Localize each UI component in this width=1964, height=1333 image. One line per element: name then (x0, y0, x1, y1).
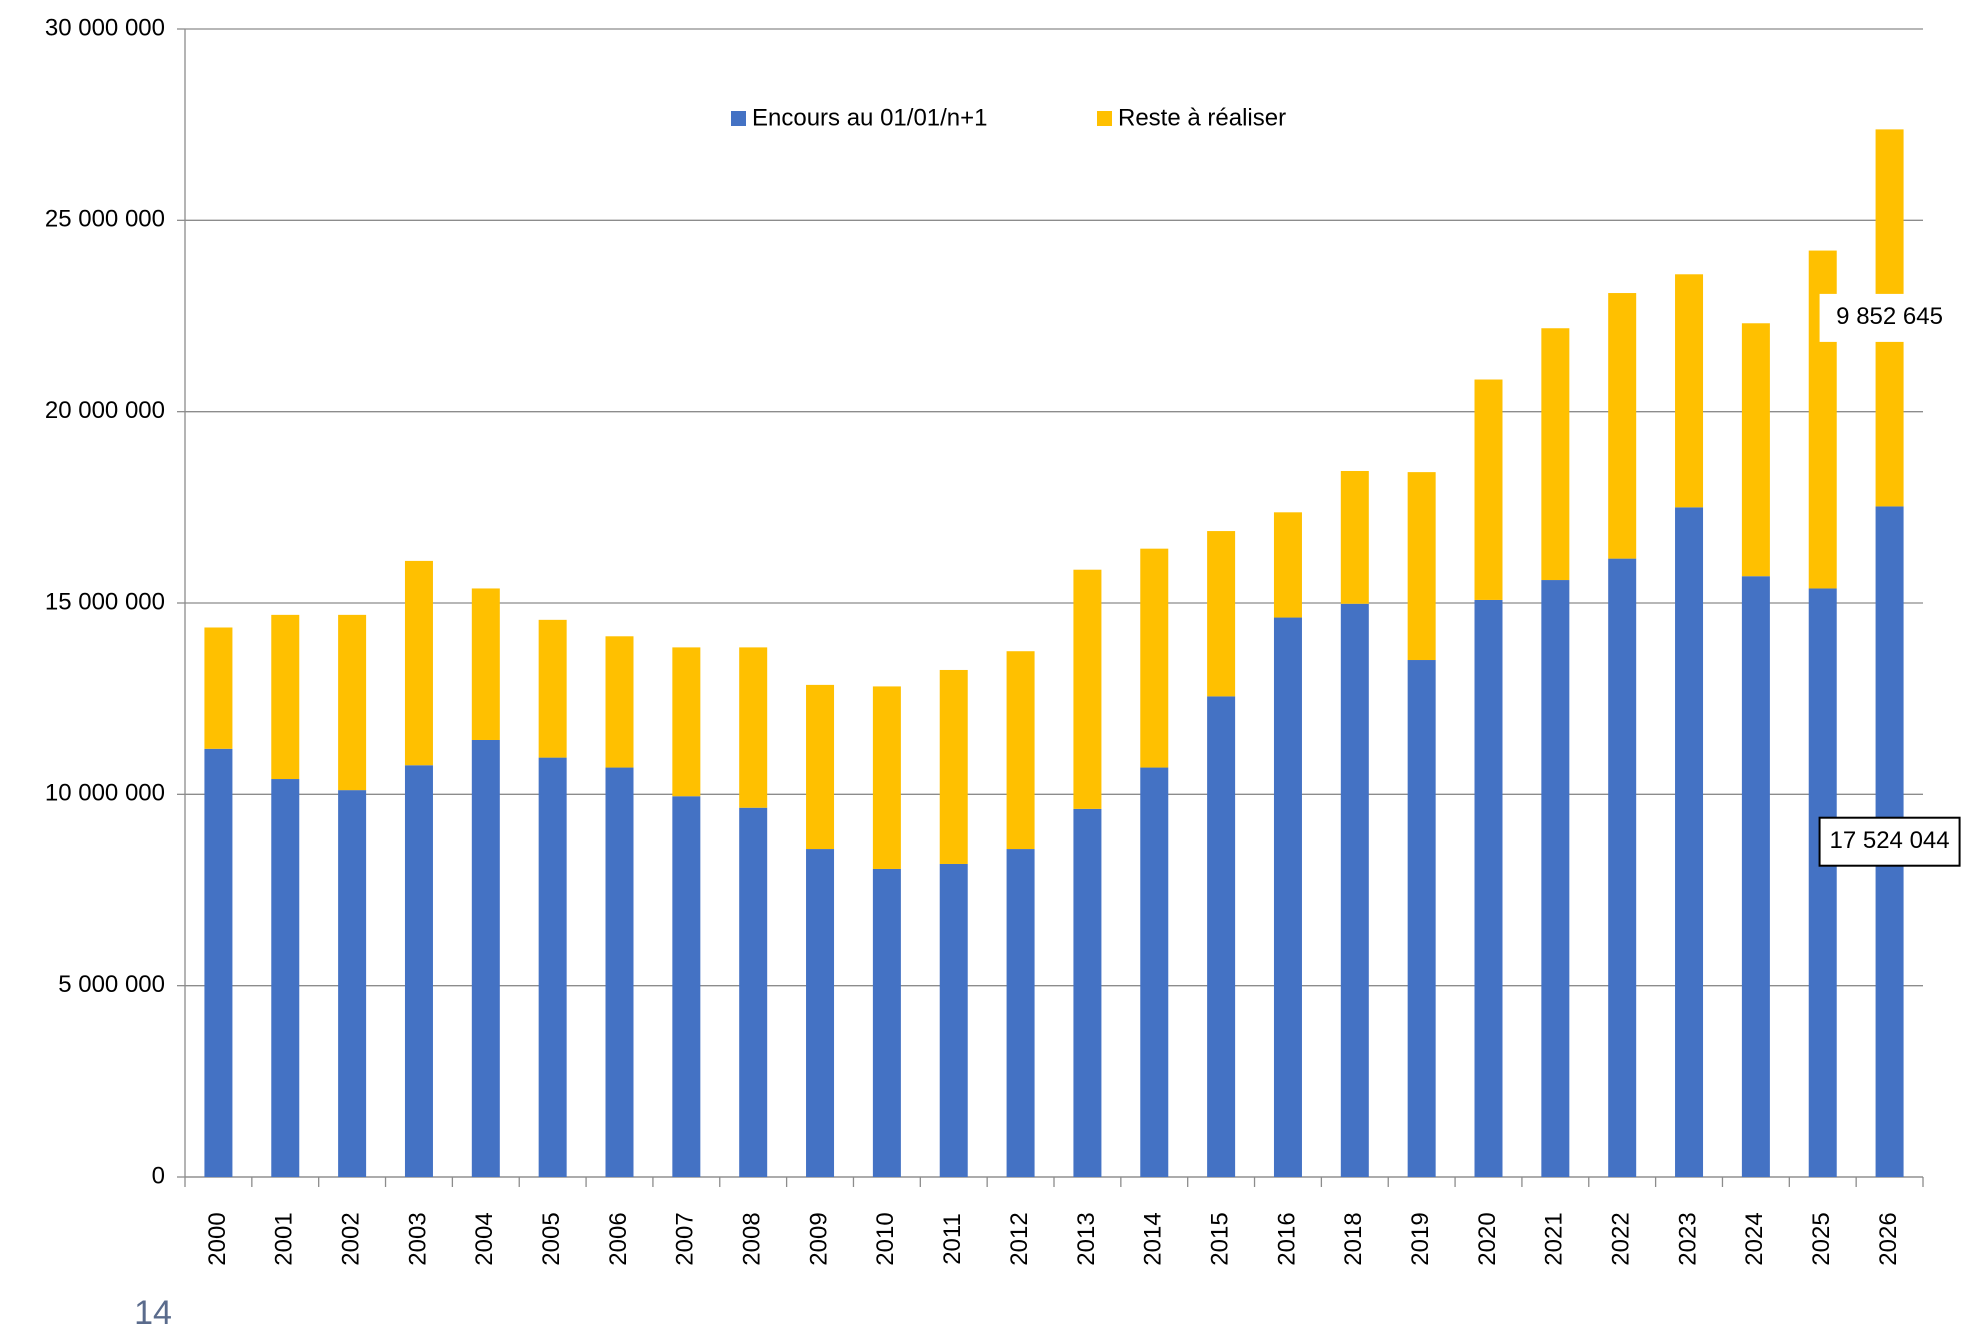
x-tick-label: 2009 (805, 1212, 832, 1265)
bar-segment (605, 767, 634, 1177)
bar-segment (538, 757, 567, 1177)
bar-segment (806, 849, 835, 1177)
bar-segment (471, 588, 500, 740)
bar-segment (204, 748, 233, 1177)
bar-segment (204, 627, 233, 749)
bar-segment (1340, 470, 1369, 604)
bar-segment (271, 614, 300, 780)
bar-segment (1273, 617, 1302, 1177)
x-tick-label: 2012 (1006, 1212, 1033, 1265)
bar-segment (1006, 651, 1035, 850)
bar-segment (1608, 558, 1637, 1177)
bar-segment (1073, 569, 1102, 809)
bar-segment (872, 868, 901, 1177)
legend-label: Reste à réaliser (1118, 104, 1286, 131)
x-tick-label: 2019 (1407, 1212, 1434, 1265)
y-tick-label: 25 000 000 (45, 206, 165, 233)
x-tick-label: 2025 (1808, 1212, 1835, 1265)
bar-segment (1675, 507, 1704, 1177)
x-tick-label: 2014 (1140, 1212, 1167, 1265)
x-tick-label: 2013 (1073, 1212, 1100, 1265)
bar-segment (1474, 599, 1503, 1177)
bar-segment (739, 807, 768, 1177)
x-tick-label: 2026 (1875, 1212, 1902, 1265)
legend-swatch (1097, 111, 1112, 126)
bar-segment (1073, 808, 1102, 1177)
x-tick-label: 2002 (337, 1212, 364, 1265)
bar-segment (1541, 580, 1570, 1177)
bar-segment (1608, 293, 1637, 559)
bar-segment (1407, 660, 1436, 1177)
bar-segment (672, 647, 701, 797)
bar-segment (1741, 576, 1770, 1177)
bar-segment (404, 765, 433, 1177)
bar-segment (1006, 849, 1035, 1177)
bar-segment (338, 790, 367, 1177)
x-tick-label: 2005 (538, 1212, 565, 1265)
bar-segment (1541, 328, 1570, 581)
bar-segment (471, 739, 500, 1177)
bar-segment (1340, 603, 1369, 1177)
bar-segment (404, 560, 433, 766)
bar-segment (939, 863, 968, 1177)
bar-segment (1741, 323, 1770, 577)
y-tick-label: 30 000 000 (45, 14, 165, 41)
x-tick-label: 2024 (1741, 1212, 1768, 1265)
bar-segment (939, 669, 968, 864)
x-tick-label: 2010 (872, 1212, 899, 1265)
bar-segment (1474, 379, 1503, 600)
y-tick-label: 5 000 000 (58, 971, 165, 998)
bar-segment (1140, 767, 1169, 1177)
x-tick-label: 2018 (1340, 1212, 1367, 1265)
legend-label: Encours au 01/01/n+1 (752, 104, 988, 131)
bar-segment (1407, 472, 1436, 661)
bar-segment (1207, 696, 1236, 1177)
y-tick-label: 10 000 000 (45, 780, 165, 807)
y-tick-label: 15 000 000 (45, 588, 165, 615)
x-tick-label: 2008 (739, 1212, 766, 1265)
bar-segment (806, 684, 835, 850)
x-tick-label: 2021 (1541, 1212, 1568, 1265)
x-tick-label: 2020 (1474, 1212, 1501, 1265)
page-number: 14 (134, 1294, 172, 1332)
bar-segment (872, 686, 901, 869)
x-tick-label: 2000 (204, 1212, 231, 1265)
bar-segment (1207, 531, 1236, 697)
bar-segment (1273, 512, 1302, 618)
x-tick-label: 2022 (1608, 1212, 1635, 1265)
x-tick-label: 2006 (605, 1212, 632, 1265)
x-tick-label: 2011 (939, 1213, 966, 1265)
bar-segment (1808, 588, 1837, 1177)
bar-segment (1675, 274, 1704, 508)
x-tick-label: 2015 (1206, 1212, 1233, 1265)
x-tick-label: 2023 (1674, 1212, 1701, 1265)
data-label: 17 524 044 (1830, 827, 1950, 854)
x-tick-label: 2001 (271, 1212, 298, 1265)
bar-segment (739, 647, 768, 808)
y-tick-label: 0 (152, 1162, 165, 1189)
bar-segment (672, 796, 701, 1177)
bar-segment (271, 779, 300, 1177)
x-tick-label: 2007 (672, 1212, 699, 1265)
bar-segment (338, 614, 367, 791)
bar-segment (538, 619, 567, 758)
data-label-box (1818, 816, 1961, 867)
data-label-box (1819, 293, 1960, 342)
bar-segment (605, 636, 634, 768)
data-label: 9 852 645 (1836, 303, 1943, 330)
y-tick-label: 20 000 000 (45, 397, 165, 424)
x-tick-label: 2003 (404, 1212, 431, 1265)
bar-segment (1140, 548, 1169, 768)
x-tick-label: 2016 (1273, 1212, 1300, 1265)
legend-swatch (731, 111, 746, 126)
x-tick-label: 2004 (471, 1212, 498, 1265)
